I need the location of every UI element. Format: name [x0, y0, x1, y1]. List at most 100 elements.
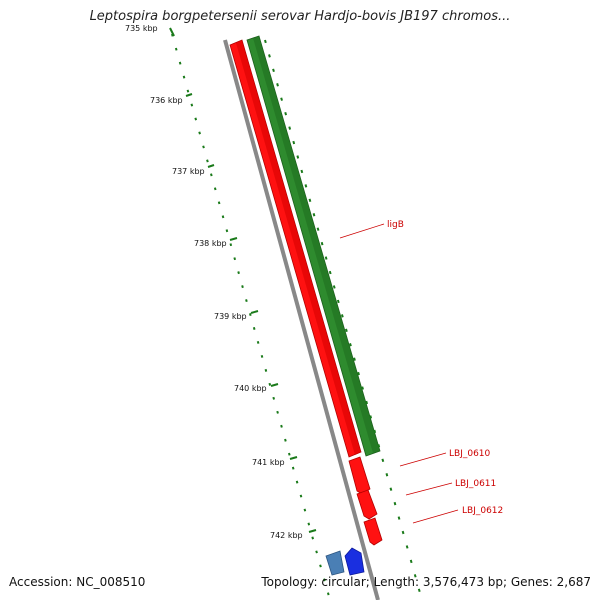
ruler-minor-tick	[225, 229, 229, 233]
ruler-minor-tick	[241, 285, 244, 289]
major-tick	[308, 529, 317, 533]
ruler-minor-tick	[369, 415, 373, 419]
ruler-minor-tick	[312, 213, 316, 217]
ruler-minor-tick	[340, 314, 344, 318]
cds-block-lbj0612	[363, 517, 383, 546]
ruler-minor-tick	[336, 299, 340, 304]
ruler-minor-tick	[417, 588, 421, 592]
ruler-minor-tick	[178, 61, 182, 65]
ruler-minor-tick	[307, 522, 311, 526]
ruler-minor-tick	[413, 574, 417, 578]
ruler-minor-tick	[213, 187, 217, 191]
ruler-minor-tick	[264, 39, 267, 44]
ruler-minor-tick	[280, 97, 283, 101]
genome-stats-text: Topology: circular; Length: 3,576,473 bp…	[261, 575, 591, 589]
ruler-minor-tick	[397, 516, 401, 520]
ruler-minor-tick	[353, 357, 356, 361]
ruler-minor-tick	[237, 271, 240, 275]
ruler-minor-tick	[311, 536, 314, 540]
ruler-minor-tick	[326, 592, 330, 596]
ruler-minor-tick	[328, 270, 332, 275]
ruler-minor-tick	[320, 241, 324, 246]
major-tick	[185, 93, 193, 97]
ruler-minor-tick	[345, 328, 348, 333]
ruler-minor-tick	[272, 68, 275, 73]
ruler-minor-tick	[295, 480, 299, 484]
ruler-minor-tick	[276, 410, 279, 414]
major-tick	[289, 456, 298, 460]
tick-736: 736 kbp	[150, 93, 193, 105]
ruler-minor-tick	[252, 327, 256, 330]
ruler-minor-tick	[324, 256, 328, 260]
ruler-minor-tick	[174, 47, 178, 51]
ruler-minor-tick	[268, 54, 271, 58]
tick-label-741: 741 kbp	[252, 458, 285, 467]
ruler-minor-tick	[249, 313, 252, 316]
ruler-minor-tick	[296, 155, 300, 159]
ruler-minor-tick	[198, 131, 201, 135]
ruler-minor-tick	[377, 444, 381, 448]
ruler-minor-tick	[292, 140, 296, 145]
tick-label-735: 735 kbp	[125, 24, 158, 33]
map-title: Leptospira borgpetersenii serovar Hardjo…	[89, 9, 511, 24]
accession-text: Accession: NC_008510	[9, 575, 146, 589]
ruler-minor-tick	[264, 368, 268, 372]
tick-737: 737 kbp	[172, 164, 215, 176]
ruler-minor-tick	[332, 285, 336, 289]
ruler-minor-tick	[323, 578, 326, 582]
ruler-left	[171, 33, 330, 596]
feature-blue-light	[325, 550, 345, 576]
ruler-minor-tick	[206, 159, 209, 163]
gene-label-lbj0611: LBJ_0611	[455, 479, 496, 489]
gene-bar-shade	[253, 36, 380, 453]
ruler-minor-tick	[300, 169, 304, 174]
ruler-minor-tick	[287, 452, 291, 456]
gene-label-ligB: ligB	[387, 220, 404, 230]
ruler-minor-tick	[361, 386, 364, 390]
ruler-minor-tick	[389, 487, 393, 491]
ruler-minor-tick	[357, 371, 360, 376]
tick-label-742: 742 kbp	[270, 531, 303, 540]
major-tick	[207, 164, 215, 168]
tick-label-737: 737 kbp	[172, 167, 205, 176]
cds-bar-shade	[236, 40, 361, 455]
tick-742: 742 kbp	[270, 529, 317, 540]
label-leader-lbj0612	[412, 509, 459, 524]
gene-label-lbj0612: LBJ_0612	[462, 506, 503, 516]
ruler-minor-tick	[299, 494, 303, 498]
ruler-minor-tick	[405, 545, 409, 549]
major-tick	[169, 27, 175, 37]
ruler-minor-tick	[385, 473, 389, 477]
backbone-line	[223, 39, 380, 600]
ruler-minor-tick	[393, 501, 397, 506]
ruler-minor-tick	[381, 458, 385, 463]
ruler-minor-tick	[401, 530, 405, 535]
ruler-minor-tick	[284, 438, 287, 442]
ruler-minor-tick	[409, 559, 413, 564]
tick-738: 738 kbp	[194, 237, 238, 248]
cds-block-lbj0611	[356, 489, 378, 520]
label-leader-lbj0610	[399, 452, 447, 467]
tick-label-739: 739 kbp	[214, 312, 247, 321]
major-tick	[229, 237, 238, 241]
ruler-minor-tick	[284, 111, 288, 116]
ruler-minor-tick	[288, 126, 292, 130]
ruler-minor-tick	[190, 103, 194, 107]
ruler-minor-tick	[217, 201, 221, 205]
ruler-minor-tick	[260, 354, 264, 358]
ruler-minor-tick	[308, 198, 312, 203]
ruler-minor-tick	[373, 429, 377, 434]
major-tick	[270, 383, 279, 387]
tick-735: 735 kbp	[125, 24, 175, 37]
ruler-minor-tick	[221, 215, 225, 219]
ruler-minor-tick	[202, 145, 205, 149]
tick-label-740: 740 kbp	[234, 384, 267, 393]
ruler-minor-tick	[280, 424, 283, 428]
tick-740: 740 kbp	[234, 383, 279, 393]
tick-label-738: 738 kbp	[194, 239, 227, 248]
ruler-minor-tick	[233, 257, 237, 261]
ruler-minor-tick	[303, 508, 307, 512]
feature-blue-dark	[344, 547, 365, 576]
ruler-minor-tick	[316, 227, 320, 231]
